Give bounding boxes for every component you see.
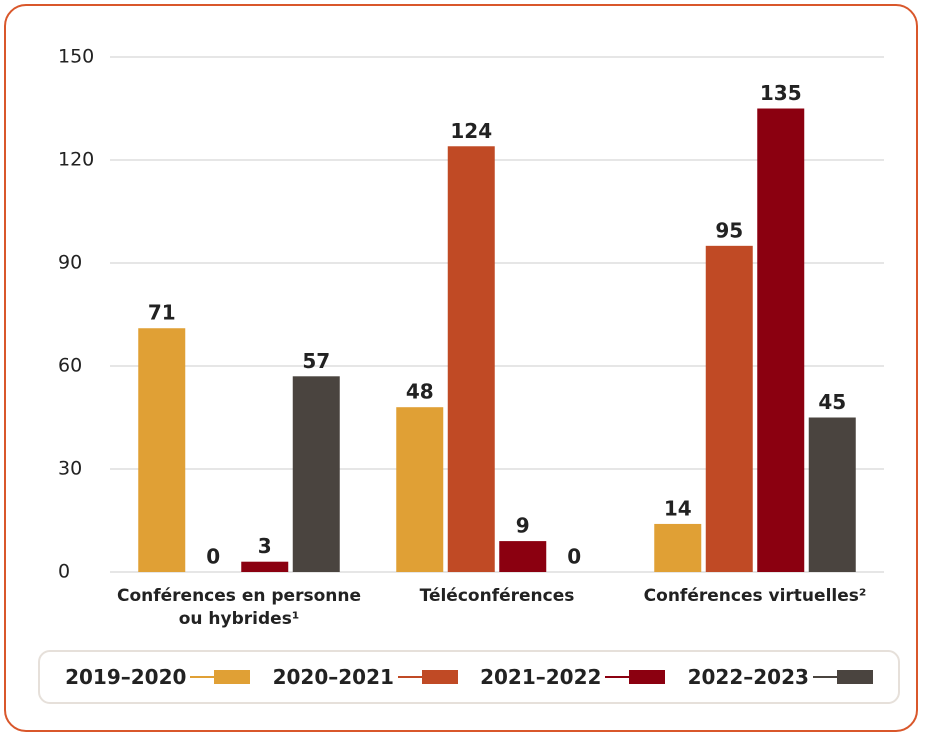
value-label: 124 <box>450 119 492 143</box>
legend-label: 2019–2020 <box>65 665 187 689</box>
value-label: 3 <box>258 534 272 558</box>
bar <box>757 108 805 572</box>
value-label: 48 <box>406 380 434 404</box>
x-tick-label: Conférences en personne ou hybrides¹ <box>116 586 361 629</box>
bar <box>705 245 753 573</box>
frame <box>4 4 918 732</box>
y-tick-label: 30 <box>58 458 82 480</box>
legend: 2019–2020 2020–2021 2021–2022 2022–2023 <box>38 650 900 704</box>
value-label: 71 <box>148 301 176 325</box>
legend-item: 2019–2020 <box>65 665 251 689</box>
value-label: 95 <box>715 218 743 242</box>
legend-swatch <box>214 670 251 684</box>
legend-item: 2021–2022 <box>480 665 666 689</box>
bar <box>241 561 289 572</box>
legend-line <box>190 676 215 678</box>
value-label: 14 <box>664 496 692 520</box>
bar <box>396 407 444 572</box>
value-label: 57 <box>302 349 330 373</box>
value-label: 9 <box>516 514 530 538</box>
legend-line <box>812 676 837 678</box>
bar <box>499 541 547 572</box>
bar <box>654 523 702 572</box>
y-tick-label: 120 <box>58 149 94 171</box>
legend-swatch <box>836 670 873 684</box>
value-label: 0 <box>206 545 220 569</box>
bar <box>138 328 186 572</box>
value-label: 135 <box>760 81 802 105</box>
legend-item: 2020–2021 <box>273 665 458 689</box>
value-label: 45 <box>818 390 846 414</box>
legend-swatch <box>629 670 666 684</box>
y-tick-label: 0 <box>58 561 70 583</box>
value-label: 0 <box>567 545 581 569</box>
legend-label: 2020–2021 <box>272 665 394 689</box>
legend-label: 2021–2022 <box>480 665 602 689</box>
y-tick-label: 90 <box>58 252 82 274</box>
legend-item: 2022–2023 <box>688 665 873 689</box>
bar <box>292 376 340 572</box>
legend-line <box>397 676 422 678</box>
bar <box>808 417 856 572</box>
legend-line <box>605 676 630 678</box>
y-tick-label: 150 <box>58 46 94 68</box>
x-tick-label: Téléconférences <box>419 586 575 606</box>
bar <box>447 146 495 572</box>
legend-label: 2022–2023 <box>687 665 809 689</box>
y-tick-label: 60 <box>58 355 82 377</box>
x-tick-label: Conférences virtuelles² <box>643 586 867 606</box>
legend-swatch <box>421 670 458 684</box>
